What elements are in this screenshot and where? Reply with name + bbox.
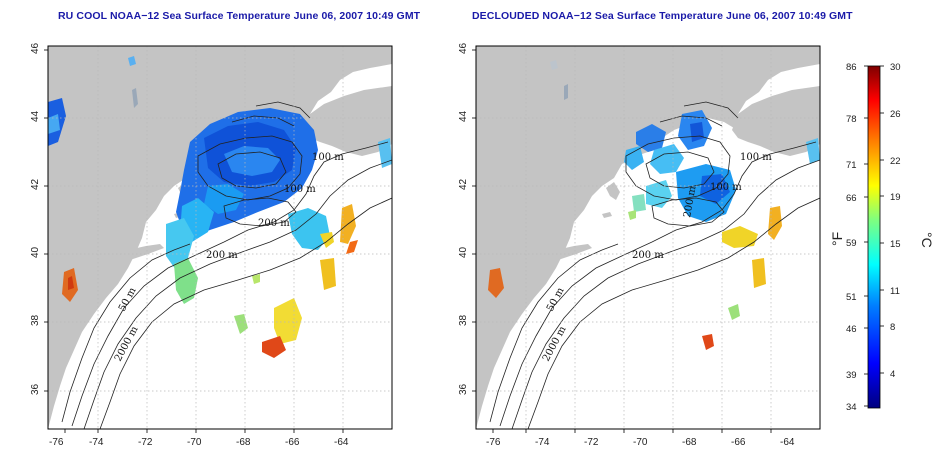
temperature-colorbar: 86 78 71 66 59 51 46 39 34 30 26 22 19 1… [829,62,935,413]
left-map-title: RU COOL NOAA−12 Sea Surface Temperature … [58,10,421,22]
c-tick: 15 [890,239,901,250]
lat-tick: 40 [458,246,469,258]
right-map-title: DECLOUDED NOAA−12 Sea Surface Temperatur… [472,10,853,22]
lon-tick: -68 [682,437,697,448]
lon-tick: -70 [633,437,648,448]
lat-tick: 36 [30,383,41,395]
f-tick: 66 [846,193,857,204]
lon-tick: -70 [187,437,202,448]
f-tick: 34 [846,402,857,413]
lon-tick: -76 [486,437,501,448]
lon-tick: -68 [236,437,251,448]
f-tick: 71 [846,160,857,171]
lon-tick: -64 [780,437,795,448]
contour-label-100m-b: 100 m [284,184,316,195]
lon-tick: -66 [285,437,300,448]
sst-field-right [488,60,820,350]
lat-tick: 40 [30,246,41,258]
lat-tick: 44 [458,110,469,122]
c-tick: 8 [890,322,895,333]
c-tick: 11 [890,286,900,297]
lat-tick: 46 [458,42,469,54]
lon-tick: -64 [334,437,349,448]
lat-tick: 44 [30,110,41,122]
contour-label-200m: 200 m [206,250,238,261]
contour-label-100m-a: 100 m [740,152,772,163]
fahrenheit-unit-label: °F [829,232,845,246]
lat-tick: 46 [30,42,41,54]
c-tick: 4 [890,369,895,380]
lat-tick: 42 [30,178,41,190]
f-tick: 86 [846,62,857,73]
lat-tick: 38 [30,314,41,326]
lon-tick: -72 [138,437,153,448]
f-tick: 51 [846,292,857,303]
lon-tick: -74 [89,437,104,448]
f-tick: 39 [846,370,857,381]
lat-tick: 36 [458,383,469,395]
left-map: 100 m 100 m 200 m 50 m 2000 m 200 m -76 … [30,42,393,448]
right-map: 100 m 100 m 200 m 50 m 2000 m 200 m -76 … [458,42,821,448]
contour-label-100m-a: 100 m [312,152,344,163]
c-tick: 22 [890,156,901,167]
lat-tick: 42 [458,178,469,190]
celsius-unit-label: °C [919,232,935,248]
right-grid [476,46,820,429]
contour-label-200m: 200 m [632,250,664,261]
c-tick: 30 [890,62,901,73]
c-tick: 19 [890,192,901,203]
f-tick: 78 [846,114,857,125]
lon-tick: -66 [731,437,746,448]
colorbar-gradient [867,65,881,409]
f-tick: 59 [846,238,857,249]
f-tick: 46 [846,324,857,335]
contour-label-200m-b: 200 m [258,218,290,229]
lon-tick: -72 [584,437,599,448]
lon-tick: -76 [49,437,64,448]
contour-label-100m-b: 100 m [710,182,742,193]
left-grid [48,46,392,429]
lat-tick: 38 [458,314,469,326]
lon-tick: -74 [535,437,550,448]
c-tick: 26 [890,109,901,120]
